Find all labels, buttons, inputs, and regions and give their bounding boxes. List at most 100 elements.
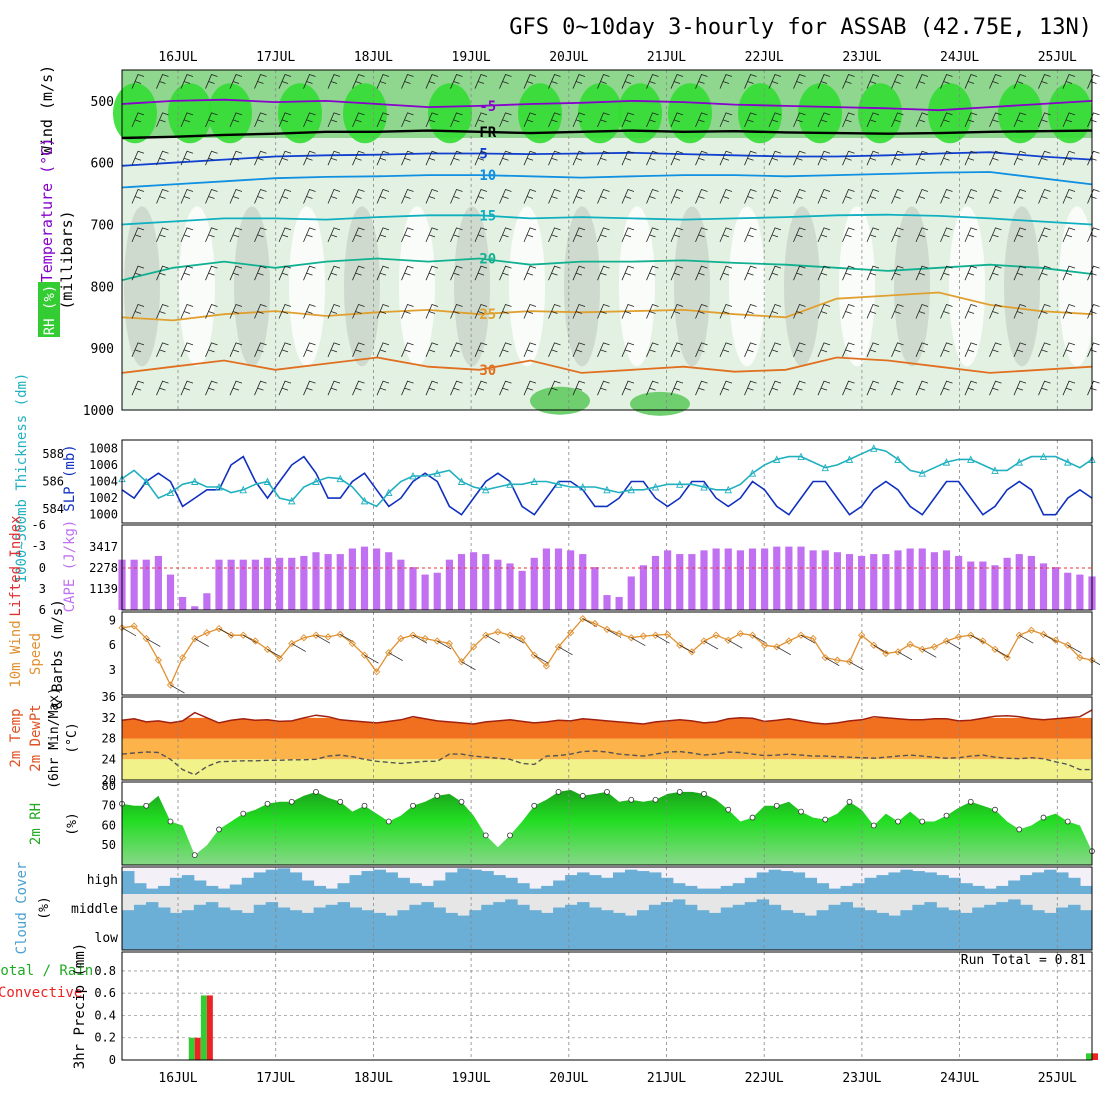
cloud-cell (541, 885, 554, 894)
wind-barb (621, 342, 635, 357)
cloud-cell (1044, 912, 1057, 921)
cloud-cell (648, 921, 662, 950)
rh-marker (264, 800, 271, 807)
wind-marker (554, 643, 563, 651)
cloud-cell (541, 921, 554, 950)
wind-barb (205, 265, 218, 281)
cloud-cell (756, 921, 770, 950)
wind-barb (156, 227, 169, 243)
cloud-cell (469, 869, 482, 894)
wind-barb-10m (218, 628, 234, 637)
cloud-cell (816, 883, 830, 894)
ylabel-wind-c: & Barbs (m/s) (50, 599, 66, 709)
wind-marker (700, 637, 708, 645)
cape-bar (1064, 572, 1072, 610)
rh-column (729, 206, 765, 367)
wind-barb (523, 112, 537, 128)
rh-marker (313, 788, 319, 795)
wind-barb-10m (243, 634, 258, 644)
wind-barb (768, 74, 782, 89)
wind-barb-10m (897, 651, 913, 661)
rh-column (839, 206, 875, 367)
wind-barb (964, 189, 978, 204)
wind-marker (1064, 641, 1072, 649)
rh-blob (668, 83, 712, 144)
wind-marker (372, 668, 381, 676)
cloud-cell (696, 910, 710, 921)
cloud-cell (505, 877, 518, 894)
cape-bar (579, 554, 587, 610)
cloud-cell (529, 921, 542, 950)
cloud-cell (169, 877, 183, 894)
cloud-cell (589, 907, 602, 921)
wind-barb (499, 380, 512, 396)
temp-band (122, 717, 1092, 739)
ylabel-millibars: (millibars) (58, 210, 76, 309)
wind-barb (278, 227, 292, 243)
wind-barb (327, 74, 341, 89)
panel-bg (122, 440, 1092, 523)
top-day-label: 18JUL (354, 50, 393, 65)
wind-marker (627, 634, 635, 642)
cloud-cell (912, 904, 925, 921)
wind-barb (793, 189, 806, 204)
wind-barb (376, 150, 390, 166)
wind-barb (278, 189, 292, 204)
wind-barb (548, 342, 561, 357)
cloud-cell (241, 921, 255, 950)
wind-barb (842, 265, 855, 281)
cape-bar (336, 554, 344, 610)
cloud-cell (1080, 885, 1093, 894)
panel-frame (121, 524, 1093, 611)
wind-barb (817, 304, 831, 319)
wind-barb (768, 189, 782, 204)
bottom-day-label: 19JUL (452, 1071, 491, 1086)
rh-marker (434, 792, 441, 799)
bottom-day-label: 23JUL (842, 1071, 881, 1086)
cloud-cell (325, 904, 339, 921)
legend-total-rain: Total / Rain (0, 963, 93, 979)
wind-barb (180, 304, 194, 319)
wind-barb (964, 342, 978, 357)
cloud-cell (577, 902, 590, 921)
wind-barb (719, 304, 733, 319)
ylabel-rh: 2m RH (28, 803, 44, 845)
wind-marker (166, 681, 175, 689)
cape-bar (967, 561, 975, 610)
rh-blob (858, 83, 902, 144)
wind-marker (906, 640, 914, 649)
wind-barb (499, 342, 512, 357)
cloud-cell (960, 912, 973, 921)
wind-barb (817, 265, 831, 281)
wind-barb-10m (485, 634, 500, 644)
rh-column (179, 206, 215, 367)
wind-barb (229, 342, 243, 357)
wind-barb (719, 150, 733, 166)
wind-barb (523, 189, 537, 204)
wind-barb (352, 74, 365, 89)
wind-barb (793, 227, 806, 243)
wind-barb (352, 189, 365, 204)
wind-marker (615, 629, 623, 638)
cloud-cell (972, 885, 985, 894)
rh-blob-low (630, 391, 690, 416)
legend-convective: Convective (0, 985, 82, 1001)
wind-barb (352, 380, 365, 396)
wind-marker (324, 633, 332, 641)
cape-bar (179, 596, 187, 610)
top-day-label: 17JUL (256, 50, 295, 65)
wind-marker (579, 615, 587, 623)
wind-barb (768, 227, 782, 243)
rh-column (949, 206, 985, 367)
temp-band (122, 759, 1092, 780)
wind-barb (1038, 112, 1051, 128)
cloud-cell (277, 868, 291, 894)
wind-barb (744, 227, 757, 243)
cloud-cell (840, 885, 853, 894)
wind-barb (1062, 265, 1076, 281)
cloud-cell (756, 872, 770, 894)
wind-barb (646, 265, 659, 281)
wind-barb (621, 227, 635, 243)
cloud-cell (1068, 921, 1081, 950)
precip-tick: 0.8 (94, 964, 116, 978)
